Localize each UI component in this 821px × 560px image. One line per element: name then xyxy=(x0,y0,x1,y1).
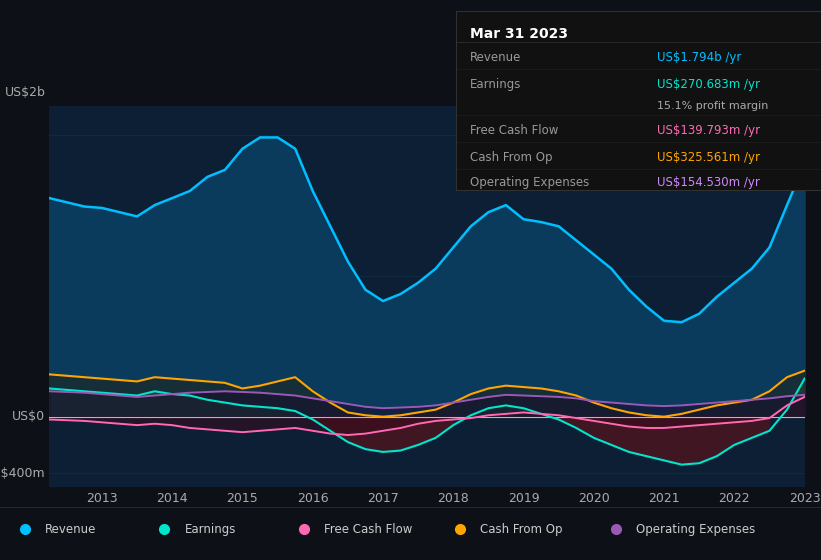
Text: Earnings: Earnings xyxy=(185,522,236,536)
Text: -US$400m: -US$400m xyxy=(0,466,45,479)
Text: US$139.793m /yr: US$139.793m /yr xyxy=(657,124,759,137)
Text: Revenue: Revenue xyxy=(45,522,97,536)
Text: Cash From Op: Cash From Op xyxy=(480,522,562,536)
Text: Revenue: Revenue xyxy=(470,50,521,64)
Text: US$2b: US$2b xyxy=(5,86,45,99)
Text: 15.1% profit margin: 15.1% profit margin xyxy=(657,101,768,111)
Text: US$0: US$0 xyxy=(12,410,45,423)
Text: Mar 31 2023: Mar 31 2023 xyxy=(470,27,568,41)
Text: Operating Expenses: Operating Expenses xyxy=(470,176,589,189)
Text: Earnings: Earnings xyxy=(470,77,521,91)
Text: US$154.530m /yr: US$154.530m /yr xyxy=(657,176,759,189)
Text: Cash From Op: Cash From Op xyxy=(470,151,553,164)
Text: US$1.794b /yr: US$1.794b /yr xyxy=(657,50,741,64)
Text: Free Cash Flow: Free Cash Flow xyxy=(324,522,413,536)
Text: Operating Expenses: Operating Expenses xyxy=(636,522,755,536)
Text: US$325.561m /yr: US$325.561m /yr xyxy=(657,151,759,164)
Text: US$270.683m /yr: US$270.683m /yr xyxy=(657,77,759,91)
Text: Free Cash Flow: Free Cash Flow xyxy=(470,124,558,137)
